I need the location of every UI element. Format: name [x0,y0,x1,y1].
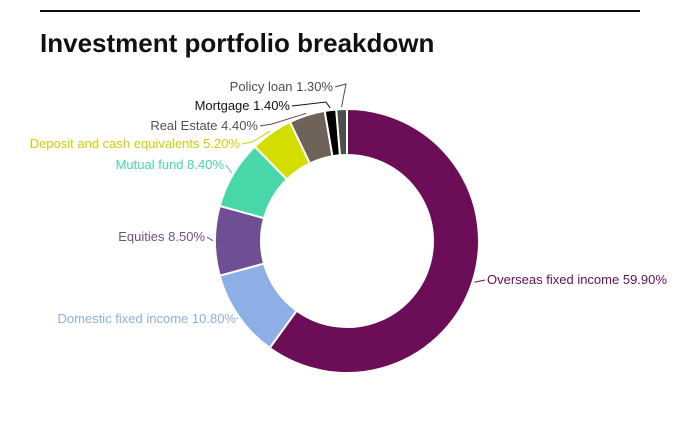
leader-line [236,316,239,320]
slice-overseas-fixed-income [268,107,480,374]
slice-policy-loan [335,107,348,157]
leader-line [206,236,214,242]
slice-label: Mutual fund 8.40% [116,157,225,172]
leader-line [241,130,271,145]
slice-label: Policy loan 1.30% [230,79,334,94]
top-rule [40,10,640,12]
leader-line [474,279,486,283]
slice-label: Mortgage 1.40% [195,98,291,113]
leader-line [334,83,347,108]
slice-label: Real Estate 4.40% [150,118,258,133]
slice-label: Equities 8.50% [118,229,205,244]
slice-label: Deposit and cash equivalents 5.20% [30,136,241,151]
leader-line [291,101,331,109]
slice-label: Domestic fixed income 10.80% [58,311,237,326]
leader-line [259,112,307,127]
leader-line [225,164,232,174]
chart-title: Investment portfolio breakdown [40,28,435,58]
slice-label: Overseas fixed income 59.90% [487,272,667,287]
